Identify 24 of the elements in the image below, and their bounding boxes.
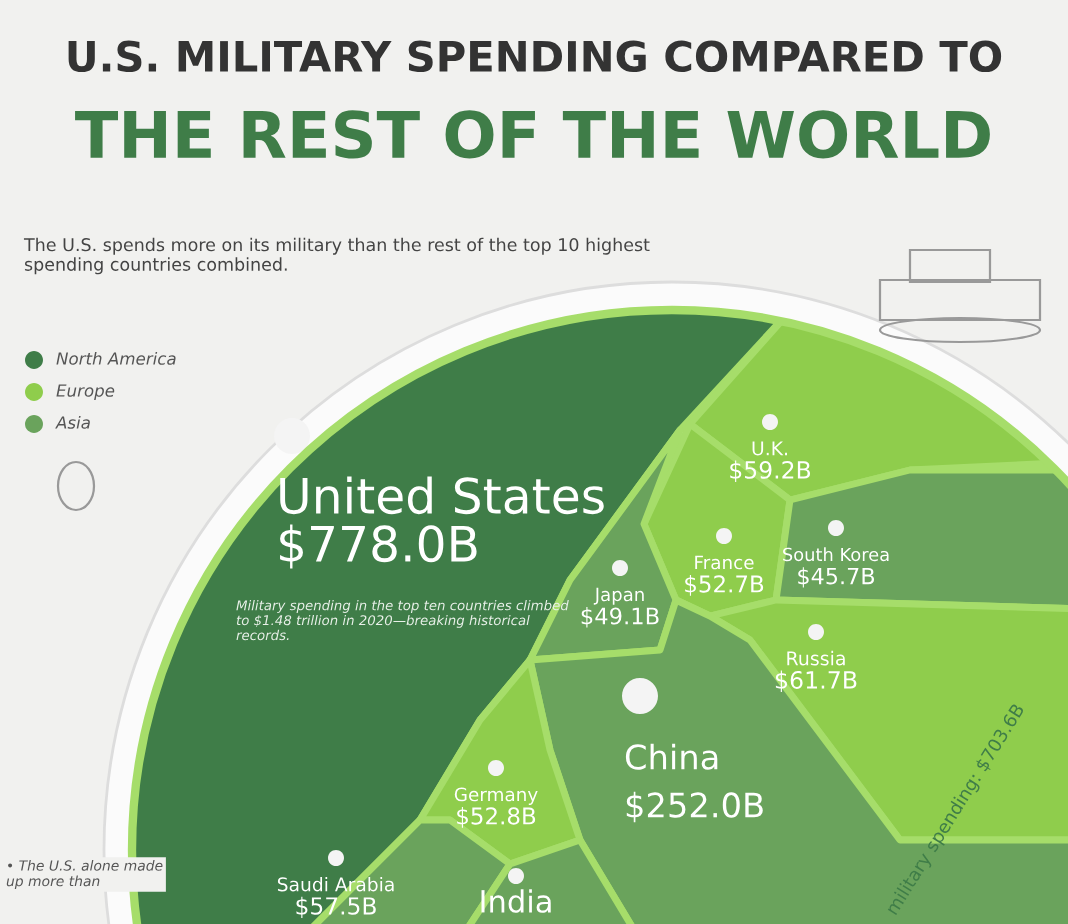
category-label: Germany (454, 787, 538, 805)
data-label: $778.0B (280, 524, 477, 569)
data-label: $45.7B (798, 567, 875, 588)
category-label: United States (280, 476, 604, 515)
category-label: Japan (593, 587, 644, 605)
data-label: $61.7B (775, 670, 857, 693)
legend-label: Asia (55, 415, 90, 429)
data-label: $252.0B (626, 791, 763, 823)
category-label: China (625, 743, 718, 770)
data-label: $52.7B (685, 574, 764, 596)
category-label: South Korea (783, 547, 889, 562)
data-label: $59.2B (730, 460, 811, 482)
data-label: $57.5B (296, 896, 376, 918)
category-label: India (481, 889, 551, 913)
legend-label: North America (56, 351, 176, 365)
category-label: Saudi Arabia (277, 876, 394, 892)
category-label: France (695, 555, 754, 570)
data-label: $52.8B (457, 806, 536, 828)
text: The U.S. spends more on its military than the rest of the top 10 highest spending countries combined. (23, 237, 650, 275)
legend-label: Europe (56, 384, 115, 401)
text: U.S. MILITARY SPENDING COMPARED TO THE REST OF THE WORLD (68, 40, 1002, 159)
category-label: U.K. (752, 441, 787, 456)
data-label: $49.1B (581, 607, 659, 628)
category-label: Russia (787, 650, 845, 666)
